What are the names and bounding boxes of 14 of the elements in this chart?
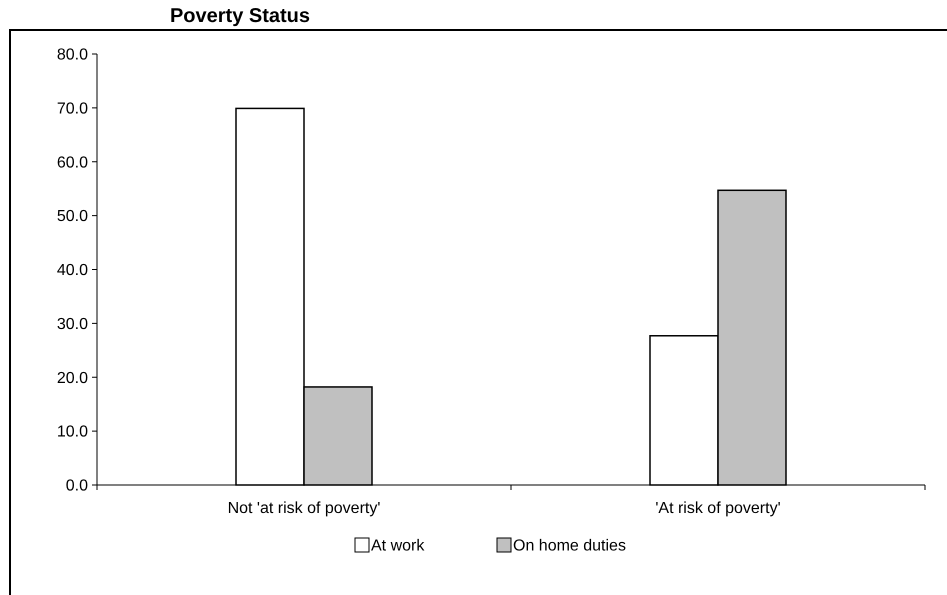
y-tick-label: 20.0: [56, 370, 88, 387]
legend-label: At work: [371, 538, 426, 555]
y-tick-label: 50.0: [56, 208, 88, 226]
x-tick-label: Not 'at risk of poverty': [228, 500, 380, 517]
y-tick-label: 40.0: [56, 262, 88, 280]
chart-title: Poverty Status: [170, 5, 310, 27]
legend-label: On home duties: [513, 538, 626, 555]
y-tick-label: 60.0: [56, 154, 88, 172]
y-tick-label: 0.0: [66, 478, 88, 495]
y-tick-label: 80.0: [56, 46, 88, 64]
y-tick-label: 30.0: [56, 316, 88, 333]
y-tick-label: 10.0: [56, 424, 88, 441]
y-tick-label: 70.0: [56, 100, 88, 118]
x-tick-label: 'At risk of poverty': [655, 500, 781, 517]
